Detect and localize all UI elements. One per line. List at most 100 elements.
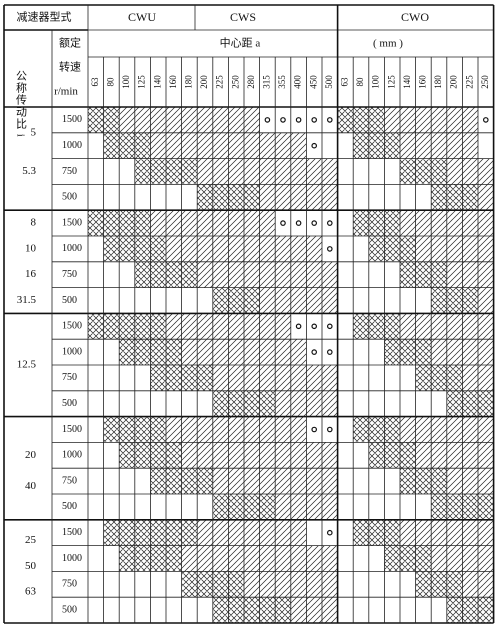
diagonal-hatch-cell	[259, 416, 276, 443]
diagonal-hatch-cell	[259, 545, 276, 572]
column-label: 140	[152, 75, 162, 89]
diagonal-hatch-cell	[212, 132, 229, 159]
cross-hatch-cell	[446, 571, 463, 598]
cross-hatch-cell	[431, 261, 447, 288]
diagonal-hatch-cell	[181, 107, 198, 133]
diagonal-hatch-cell	[275, 545, 291, 572]
diagonal-hatch-cell	[478, 158, 494, 185]
cross-hatch-cell	[462, 494, 478, 520]
column-label: 280	[246, 75, 256, 89]
cross-hatch-cell	[150, 442, 166, 469]
circle-mark	[280, 220, 286, 226]
cross-hatch-cell	[212, 287, 229, 314]
cross-hatch-cell	[181, 468, 198, 494]
diagonal-hatch-cell	[244, 365, 260, 391]
distance-label: 中心距 a	[220, 37, 261, 50]
cross-hatch-cell	[462, 597, 478, 623]
diagonal-hatch-cell	[322, 261, 338, 288]
column-label: 225	[464, 75, 474, 89]
column-label: 315	[261, 75, 271, 89]
diagonal-hatch-cell	[244, 107, 260, 133]
diagonal-hatch-cell	[275, 468, 291, 494]
speed-label: 1000	[62, 346, 82, 357]
circle-mark	[295, 220, 302, 226]
diagonal-hatch-cell	[446, 107, 463, 133]
cross-hatch-cell	[368, 210, 385, 236]
cross-hatch-cell	[415, 158, 432, 185]
cross-hatch-cell	[134, 210, 151, 236]
diagonal-hatch-cell	[322, 158, 338, 185]
cross-hatch-cell	[119, 313, 135, 340]
circle-mark	[264, 117, 271, 123]
diagonal-hatch-cell	[400, 107, 416, 133]
diagonal-hatch-cell	[212, 313, 229, 340]
diagonal-hatch-cell	[290, 236, 307, 262]
diagonal-hatch-cell	[431, 313, 447, 340]
cross-hatch-cell	[431, 287, 447, 314]
cross-hatch-cell	[244, 184, 260, 211]
speed-label: 转速	[59, 60, 81, 74]
cross-hatch-cell	[212, 390, 229, 417]
diagonal-hatch-cell	[446, 339, 463, 365]
speed-label: 1500	[62, 424, 82, 435]
circle-mark	[311, 426, 318, 433]
cross-hatch-cell	[446, 494, 463, 520]
speed-label: 500	[62, 295, 77, 306]
ratio-label: 50	[25, 560, 37, 572]
cross-hatch-cell	[415, 545, 432, 572]
column-label: 225	[215, 75, 225, 89]
diagonal-hatch-cell	[181, 210, 198, 236]
diagonal-hatch-cell	[306, 261, 322, 288]
cross-hatch-cell	[478, 597, 494, 623]
diagonal-hatch-cell	[290, 390, 307, 417]
column-label: 100	[371, 75, 381, 89]
diagonal-hatch-cell	[306, 571, 322, 598]
diagonal-hatch-cell	[244, 261, 260, 288]
diagonal-hatch-cell	[322, 468, 338, 494]
column-label: 160	[417, 75, 427, 89]
cross-hatch-cell	[462, 184, 478, 211]
cross-hatch-cell	[368, 416, 385, 443]
diagonal-hatch-cell	[415, 519, 432, 546]
diagonal-hatch-cell	[446, 210, 463, 236]
diagonal-hatch-cell	[462, 442, 478, 469]
circle-mark	[295, 117, 302, 123]
circle-mark	[326, 220, 333, 226]
diagonal-hatch-cell	[275, 571, 291, 598]
cross-hatch-cell	[384, 442, 400, 469]
cross-hatch-cell	[368, 107, 385, 133]
cross-hatch-cell	[181, 261, 198, 288]
diagonal-hatch-cell	[415, 210, 432, 236]
diagonal-hatch-cell	[197, 132, 213, 159]
diagonal-hatch-cell	[400, 416, 416, 443]
ratio-label: 5.3	[22, 165, 36, 177]
type-cws: CWS	[230, 10, 256, 24]
column-label: 125	[137, 75, 147, 89]
column-label: 140	[402, 75, 412, 89]
cross-hatch-cell	[400, 158, 416, 185]
diagonal-hatch-cell	[306, 442, 322, 469]
column-label: 100	[121, 75, 131, 89]
diagonal-hatch-cell	[212, 442, 229, 469]
diagonal-hatch-cell	[322, 287, 338, 314]
speed-label: 500	[62, 604, 77, 615]
diagonal-hatch-cell	[306, 494, 322, 520]
diagonal-hatch-cell	[197, 107, 213, 133]
diagonal-hatch-cell	[290, 339, 307, 365]
ratio-label: 25	[25, 534, 37, 546]
diagonal-hatch-cell	[322, 597, 338, 623]
circle-mark	[482, 117, 489, 123]
cross-hatch-cell	[150, 468, 166, 494]
cross-hatch-cell	[259, 390, 276, 417]
diagonal-hatch-cell	[244, 545, 260, 572]
cross-hatch-cell	[415, 365, 432, 391]
circle-mark	[326, 323, 333, 330]
diagonal-hatch-cell	[322, 571, 338, 598]
cross-hatch-cell	[415, 339, 432, 365]
cross-hatch-cell	[384, 416, 400, 443]
diagonal-hatch-cell	[478, 545, 494, 572]
diagonal-hatch-cell	[197, 519, 213, 546]
cross-hatch-cell	[415, 571, 432, 598]
cross-hatch-cell	[368, 519, 385, 546]
cross-hatch-cell	[353, 210, 369, 236]
